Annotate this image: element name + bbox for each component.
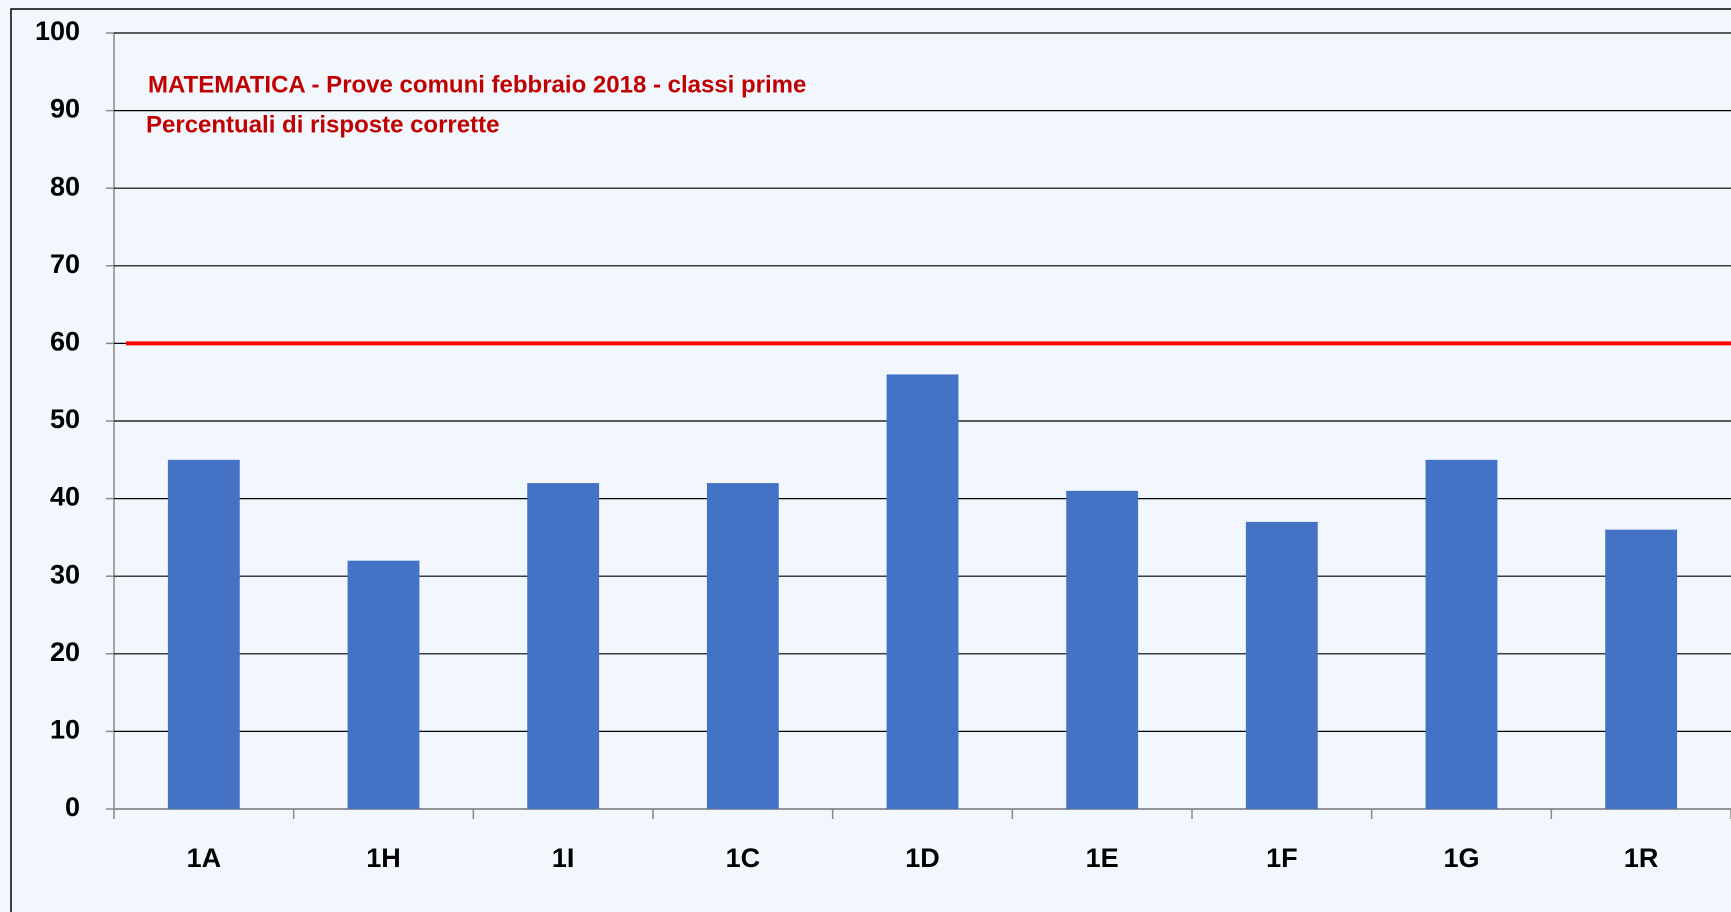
x-tick-label: 1D (905, 843, 940, 873)
x-tick-label: 1F (1266, 843, 1298, 873)
y-tick-label: 10 (50, 715, 80, 745)
x-tick-label: 1C (726, 843, 761, 873)
x-tick-label: 1G (1443, 843, 1479, 873)
y-tick-label: 50 (50, 404, 80, 434)
bar (347, 560, 420, 809)
x-tick-label: 1E (1086, 843, 1119, 873)
y-tick-label: 100 (35, 16, 80, 46)
bar (1605, 529, 1678, 809)
bar (527, 483, 600, 809)
y-tick-label: 90 (50, 94, 80, 124)
y-tick-label: 70 (50, 249, 80, 279)
y-tick-label: 40 (50, 482, 80, 512)
y-tick-label: 60 (50, 327, 80, 357)
chart-subtitle: Percentuali di risposte corrette (146, 111, 499, 138)
bar (886, 374, 959, 809)
y-tick-label: 20 (50, 637, 80, 667)
y-tick-label: 80 (50, 171, 80, 201)
bar (167, 459, 240, 809)
x-tick-label: 1I (552, 843, 575, 873)
bar (706, 483, 779, 809)
bar (1066, 490, 1139, 809)
bar (1425, 459, 1498, 809)
bar (1245, 521, 1318, 809)
y-tick-label: 0 (65, 792, 80, 822)
x-tick-label: 1R (1624, 843, 1659, 873)
chart-title: MATEMATICA - Prove comuni febbraio 2018 … (148, 71, 806, 98)
x-tick-label: 1A (187, 843, 222, 873)
x-tick-label: 1H (366, 843, 401, 873)
y-tick-label: 30 (50, 559, 80, 589)
